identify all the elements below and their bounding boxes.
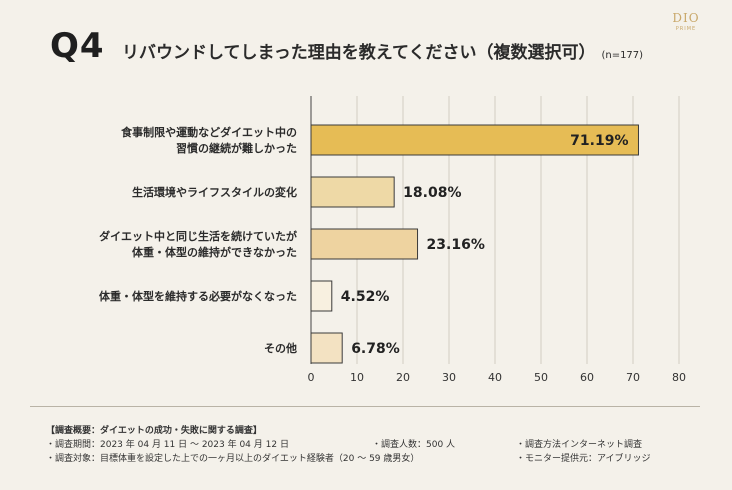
logo-main-text: DIO (672, 11, 700, 25)
value-label-0: 71.19% (570, 133, 628, 149)
x-tick-label-10: 10 (350, 371, 364, 384)
x-tick-label-50: 50 (534, 371, 548, 384)
survey-summary: 【調査概要：ダイエットの成功・失敗に関する調査】 ・調査期間：2023 年 04… (46, 424, 706, 466)
bar-0 (310, 124, 639, 156)
category-label-4-0: その他 (264, 341, 297, 355)
category-label-2-1: 体重・体型の維持ができなかった (132, 245, 297, 259)
question-number: Q4 (50, 26, 105, 66)
category-label-0-0: 食事制限や運動などダイエット中の (121, 125, 297, 139)
footer-divider (30, 406, 700, 407)
x-tick-label-30: 30 (442, 371, 456, 384)
x-tick-label-60: 60 (580, 371, 594, 384)
question-title-text: リバウンドしてしまった理由を教えてください（複数選択可） (122, 43, 596, 63)
x-tick-label-20: 20 (396, 371, 410, 384)
bar-2 (310, 228, 419, 260)
bar-chart: 0 10 20 30 40 50 60 70 80 71.19% 食事制限や運動などダイエット中の習… (99, 96, 686, 384)
value-label-1: 18.08% (403, 185, 461, 201)
brand-logo: DIO PRIME (662, 10, 710, 38)
bar-4 (310, 332, 343, 364)
value-label-3: 4.52% (341, 289, 390, 305)
bar-3 (310, 280, 333, 312)
survey-provider: ・モニター提供元：アイブリッジ (516, 454, 651, 464)
value-label-2: 23.16% (427, 237, 485, 253)
x-tick-label-80: 80 (672, 371, 686, 384)
x-tick-label-0: 0 (308, 371, 315, 384)
question-title: リバウンドしてしまった理由を教えてください（複数選択可） (n=177) (122, 38, 643, 63)
sample-size: (n=177) (601, 50, 644, 61)
survey-method: ・調査方法インターネット調査 (516, 440, 643, 450)
category-label-3-0: 体重・体型を維持する必要がなくなった (99, 289, 297, 303)
category-label-2-0: ダイエット中と同じ生活を続けていたが (99, 229, 297, 243)
survey-period: ・調査期間：2023 年 04 月 11 日 ～ 2023 年 04 月 12 … (46, 440, 289, 450)
survey-target: ・調査対象：目標体重を設定した上での一ヶ月以上のダイエット経験者（20 ～ 59… (46, 454, 420, 464)
category-label-0-1: 習慣の継続が難しかった (176, 141, 297, 155)
logo-sub-text: PRIME (675, 26, 697, 32)
x-tick-label-40: 40 (488, 371, 502, 384)
x-tick-label-70: 70 (626, 371, 640, 384)
survey-people: ・調査人数：500 人 (372, 440, 456, 450)
category-label-1-0: 生活環境やライフスタイルの変化 (132, 185, 297, 199)
bar-1 (310, 176, 395, 208)
value-label-4: 6.78% (351, 341, 400, 357)
survey-title: 【調査概要：ダイエットの成功・失敗に関する調査】 (46, 426, 262, 436)
